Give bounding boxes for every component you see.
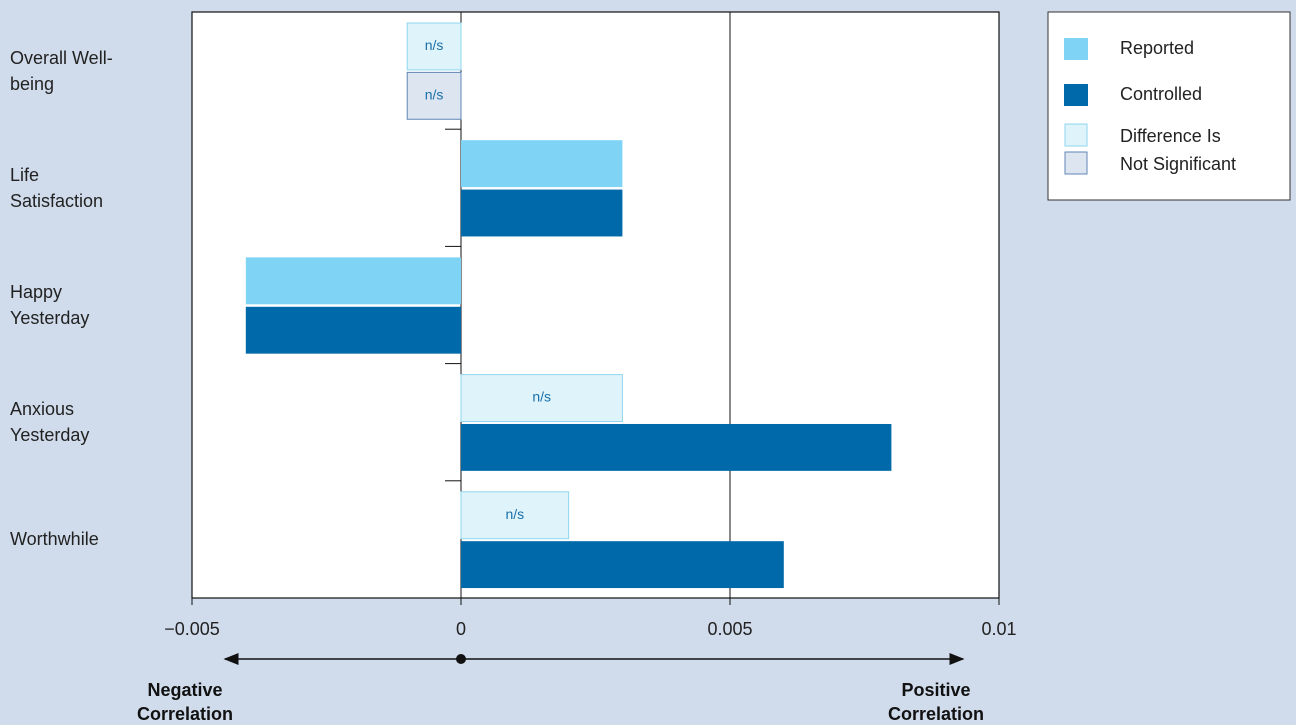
y-tick-label: Overall Well-being <box>10 47 113 94</box>
y-tick-label: Worthwhile <box>10 529 99 550</box>
value-label: n/s <box>505 506 524 522</box>
bar <box>245 306 461 354</box>
legend-box <box>1047 11 1291 201</box>
bar <box>245 257 461 305</box>
bar <box>460 374 623 422</box>
bar <box>461 423 892 471</box>
annotation: Negative Correlation <box>136 680 233 724</box>
y-tick-label: Life Satisfaction <box>10 164 104 211</box>
y-tick-label: Happy Yesterday <box>10 282 90 328</box>
bar <box>461 140 623 188</box>
bar <box>461 541 784 589</box>
legend-label: Reported <box>1120 38 1194 58</box>
bar <box>406 22 462 71</box>
value-label: n/s <box>425 87 444 103</box>
arrow-origin <box>456 654 466 664</box>
legend-label: Not Significant <box>1120 154 1236 174</box>
x-tick-label: 0 <box>456 619 466 639</box>
legend-swatch <box>1064 151 1088 175</box>
plot-border <box>191 11 1000 599</box>
x-tick-label: 0.01 <box>981 619 1016 639</box>
bar <box>461 189 623 237</box>
legend-label: Controlled <box>1120 84 1202 104</box>
legend-label: Difference Is <box>1120 126 1221 146</box>
x-tick-label: 0.005 <box>707 619 752 639</box>
plot-area <box>192 12 999 598</box>
y-tick-label: Anxious Yesterday <box>10 399 90 446</box>
legend-swatch <box>1064 38 1088 60</box>
legend-swatch <box>1064 123 1088 147</box>
bar <box>460 491 570 540</box>
value-label: n/s <box>532 389 551 405</box>
value-label: n/s <box>425 37 444 53</box>
bar <box>406 71 462 120</box>
x-tick-label: −0.005 <box>164 619 220 639</box>
annotation: Positive Correlation <box>887 680 984 724</box>
legend-swatch <box>1064 84 1088 106</box>
